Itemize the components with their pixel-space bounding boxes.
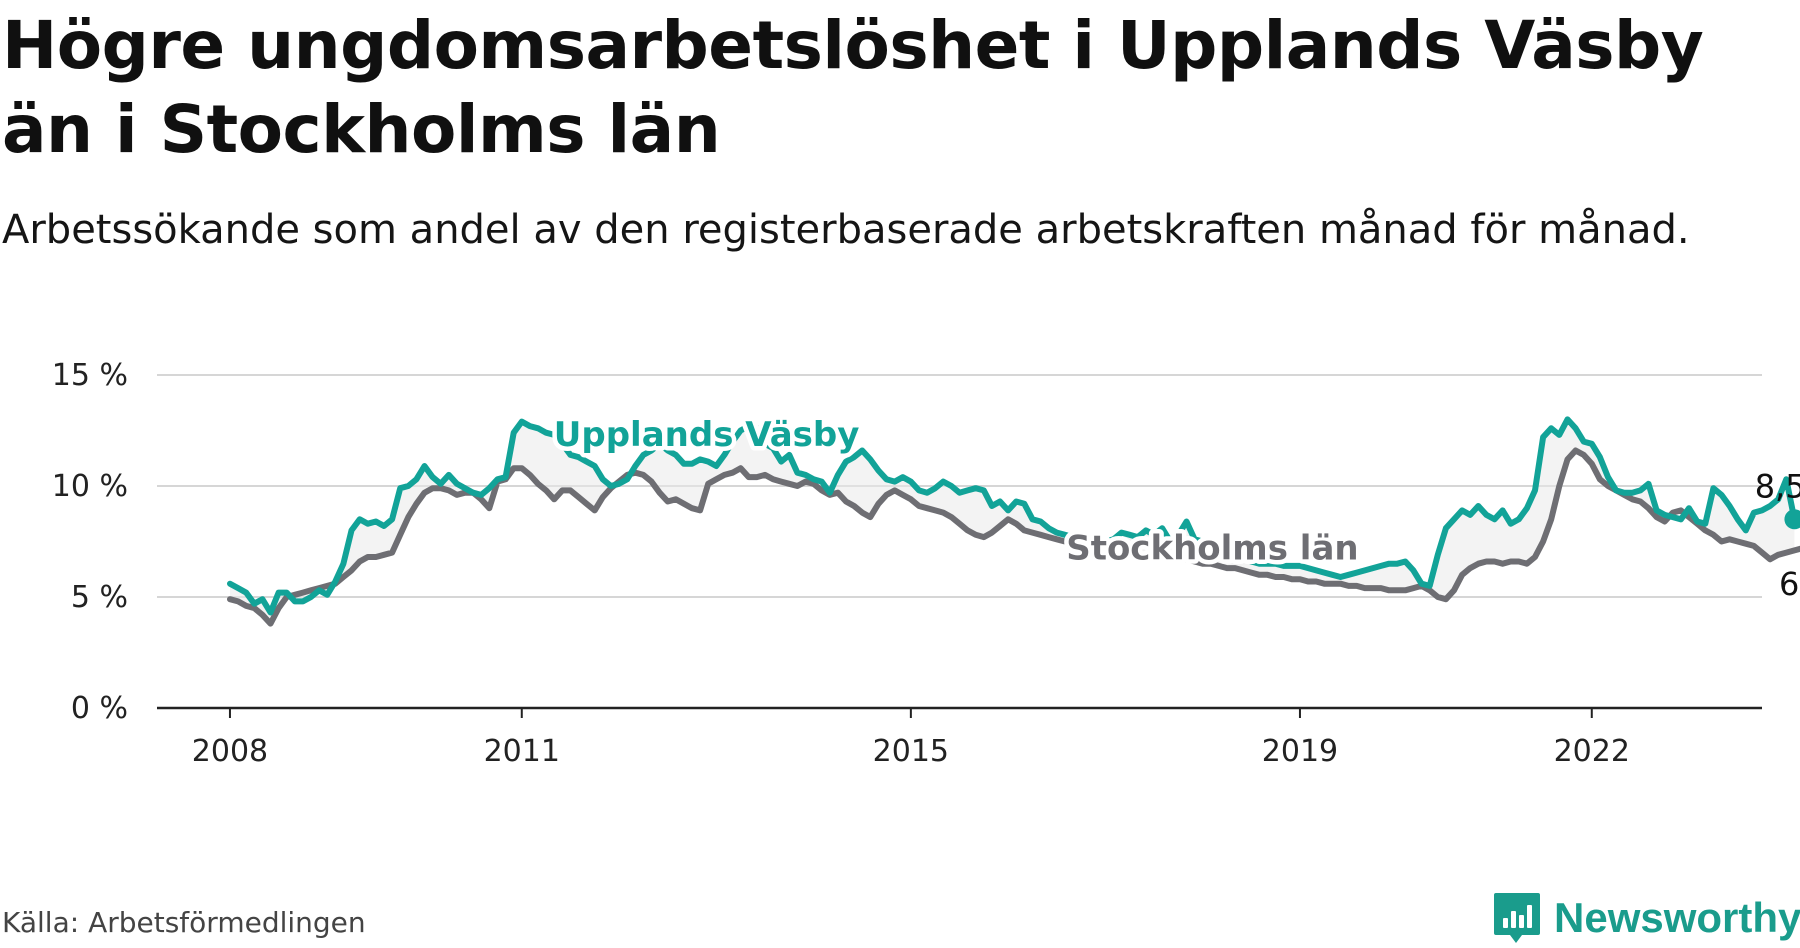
brand[interactable]: Newsworthy: [1492, 888, 1800, 948]
x-tick-label: 2019: [1262, 734, 1338, 769]
series-line-stockholms-lan: [227, 447, 1800, 627]
series-line-upplands-vasby: [227, 416, 1798, 616]
x-axis-ticks: 2008 2011 2015 2019 2022: [192, 708, 1630, 769]
source-note: Källa: Arbetsförmedlingen: [2, 906, 366, 939]
x-tick-label: 2008: [192, 734, 268, 769]
end-value-label: 6,8 %: [1779, 565, 1800, 603]
newsworthy-logo-icon: [1494, 893, 1540, 943]
y-axis-ticks: 0 % 5 % 10 % 15 %: [52, 358, 128, 726]
y-tick-label: 5 %: [71, 580, 128, 615]
x-tick-label: 2022: [1554, 734, 1630, 769]
series-lines: [227, 416, 1800, 627]
page-title: Högre ungdomsarbetslöshet i Upplands Väs…: [2, 7, 1704, 168]
y-tick-label: 15 %: [52, 358, 128, 393]
series-label-stockholms-lan: Stockholms län: [1066, 528, 1358, 568]
y-tick-label: 10 %: [52, 469, 128, 504]
x-tick-label: 2011: [484, 734, 560, 769]
chart-subtitle: Arbetssökande som andel av den registerb…: [2, 207, 1690, 253]
y-tick-label: 0 %: [71, 691, 128, 726]
end-marker: [1784, 509, 1800, 530]
series-label-upplands-vasby: Upplands Väsby: [554, 415, 860, 455]
series-labels: 8,5 % 6,8 % Upplands Väsby Stockholms län: [549, 411, 1800, 603]
line-chart: 0 % 5 % 10 % 15 % 2008 2011 2015 2019 2022 8,5 …: [52, 358, 1800, 769]
end-value-label: 8,5 %: [1755, 467, 1800, 505]
x-tick-label: 2015: [873, 734, 949, 769]
brand-name: Newsworthy: [1554, 894, 1800, 941]
